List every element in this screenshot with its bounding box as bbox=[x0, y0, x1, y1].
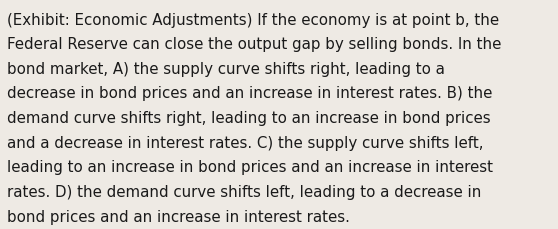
Text: bond prices and an increase in interest rates.: bond prices and an increase in interest … bbox=[7, 209, 350, 224]
Text: and a decrease in interest rates. C) the supply curve shifts left,: and a decrease in interest rates. C) the… bbox=[7, 135, 484, 150]
Text: leading to an increase in bond prices and an increase in interest: leading to an increase in bond prices an… bbox=[7, 160, 493, 174]
Text: bond market, A) the supply curve shifts right, leading to a: bond market, A) the supply curve shifts … bbox=[7, 62, 445, 76]
Text: (Exhibit: Economic Adjustments) If the economy is at point b, the: (Exhibit: Economic Adjustments) If the e… bbox=[7, 13, 499, 27]
Text: rates. D) the demand curve shifts left, leading to a decrease in: rates. D) the demand curve shifts left, … bbox=[7, 184, 482, 199]
Text: Federal Reserve can close the output gap by selling bonds. In the: Federal Reserve can close the output gap… bbox=[7, 37, 502, 52]
Text: demand curve shifts right, leading to an increase in bond prices: demand curve shifts right, leading to an… bbox=[7, 111, 491, 125]
Text: decrease in bond prices and an increase in interest rates. B) the: decrease in bond prices and an increase … bbox=[7, 86, 493, 101]
